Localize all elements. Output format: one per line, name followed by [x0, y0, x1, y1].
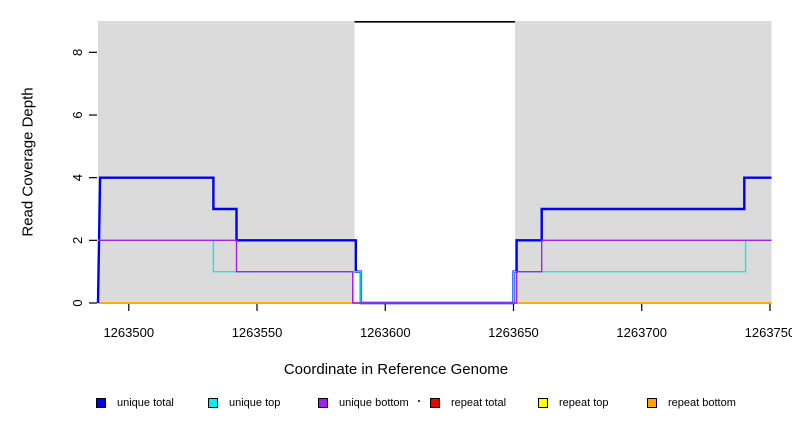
y-axis-title: Read Coverage Depth: [19, 87, 37, 237]
x-axis-title: Coordinate in Reference Genome: [283, 361, 509, 378]
legend-label: repeat top: [559, 397, 609, 409]
legend-label: repeat total: [451, 397, 507, 409]
legend-label: unique total: [117, 397, 174, 409]
legend-item-unique-bottom: unique bottom: [318, 395, 409, 411]
x-tick-label: 1263500: [103, 325, 154, 340]
legend-swatch-repeat-bottom: [647, 398, 657, 408]
x-tick-label: 1263700: [616, 325, 667, 340]
series-line-unique-bottom: [98, 239, 772, 304]
legend-item-repeat-bottom: repeat bottom: [647, 395, 736, 411]
legend-item-repeat-top: repeat top: [538, 395, 609, 411]
legend-swatch-repeat-top: [538, 398, 548, 408]
legend-swatch-repeat-total: [430, 398, 440, 408]
legend-swatch-unique-total: [96, 398, 106, 408]
y-tick-label: 2: [70, 237, 85, 244]
gap-region-overlay: [354, 21, 516, 304]
legend-item-unique-total: unique total: [96, 395, 174, 411]
y-tick-label: 6: [70, 111, 85, 118]
legend: unique total unique top unique bottom repea…: [0, 395, 792, 415]
legend-label: unique bottom: [339, 397, 409, 409]
legend-label: unique top: [229, 397, 281, 409]
y-tick-label: 8: [70, 49, 85, 56]
legend-swatch-unique-top: [208, 398, 218, 408]
y-tick-label: 0: [70, 299, 85, 306]
x-tick-label: 1263550: [232, 325, 283, 340]
x-tick-label: 1263650: [488, 325, 539, 340]
legend-label: repeat bottom: [668, 397, 736, 409]
y-tick-label: 4: [70, 174, 85, 181]
stray-dot: [418, 400, 420, 402]
legend-item-unique-top: unique top: [208, 395, 280, 411]
x-tick-label: 1263750: [745, 325, 792, 340]
x-tick-label: 1263600: [360, 325, 411, 340]
legend-item-repeat-total: repeat total: [430, 395, 506, 411]
legend-swatch-unique-bottom: [318, 398, 328, 408]
